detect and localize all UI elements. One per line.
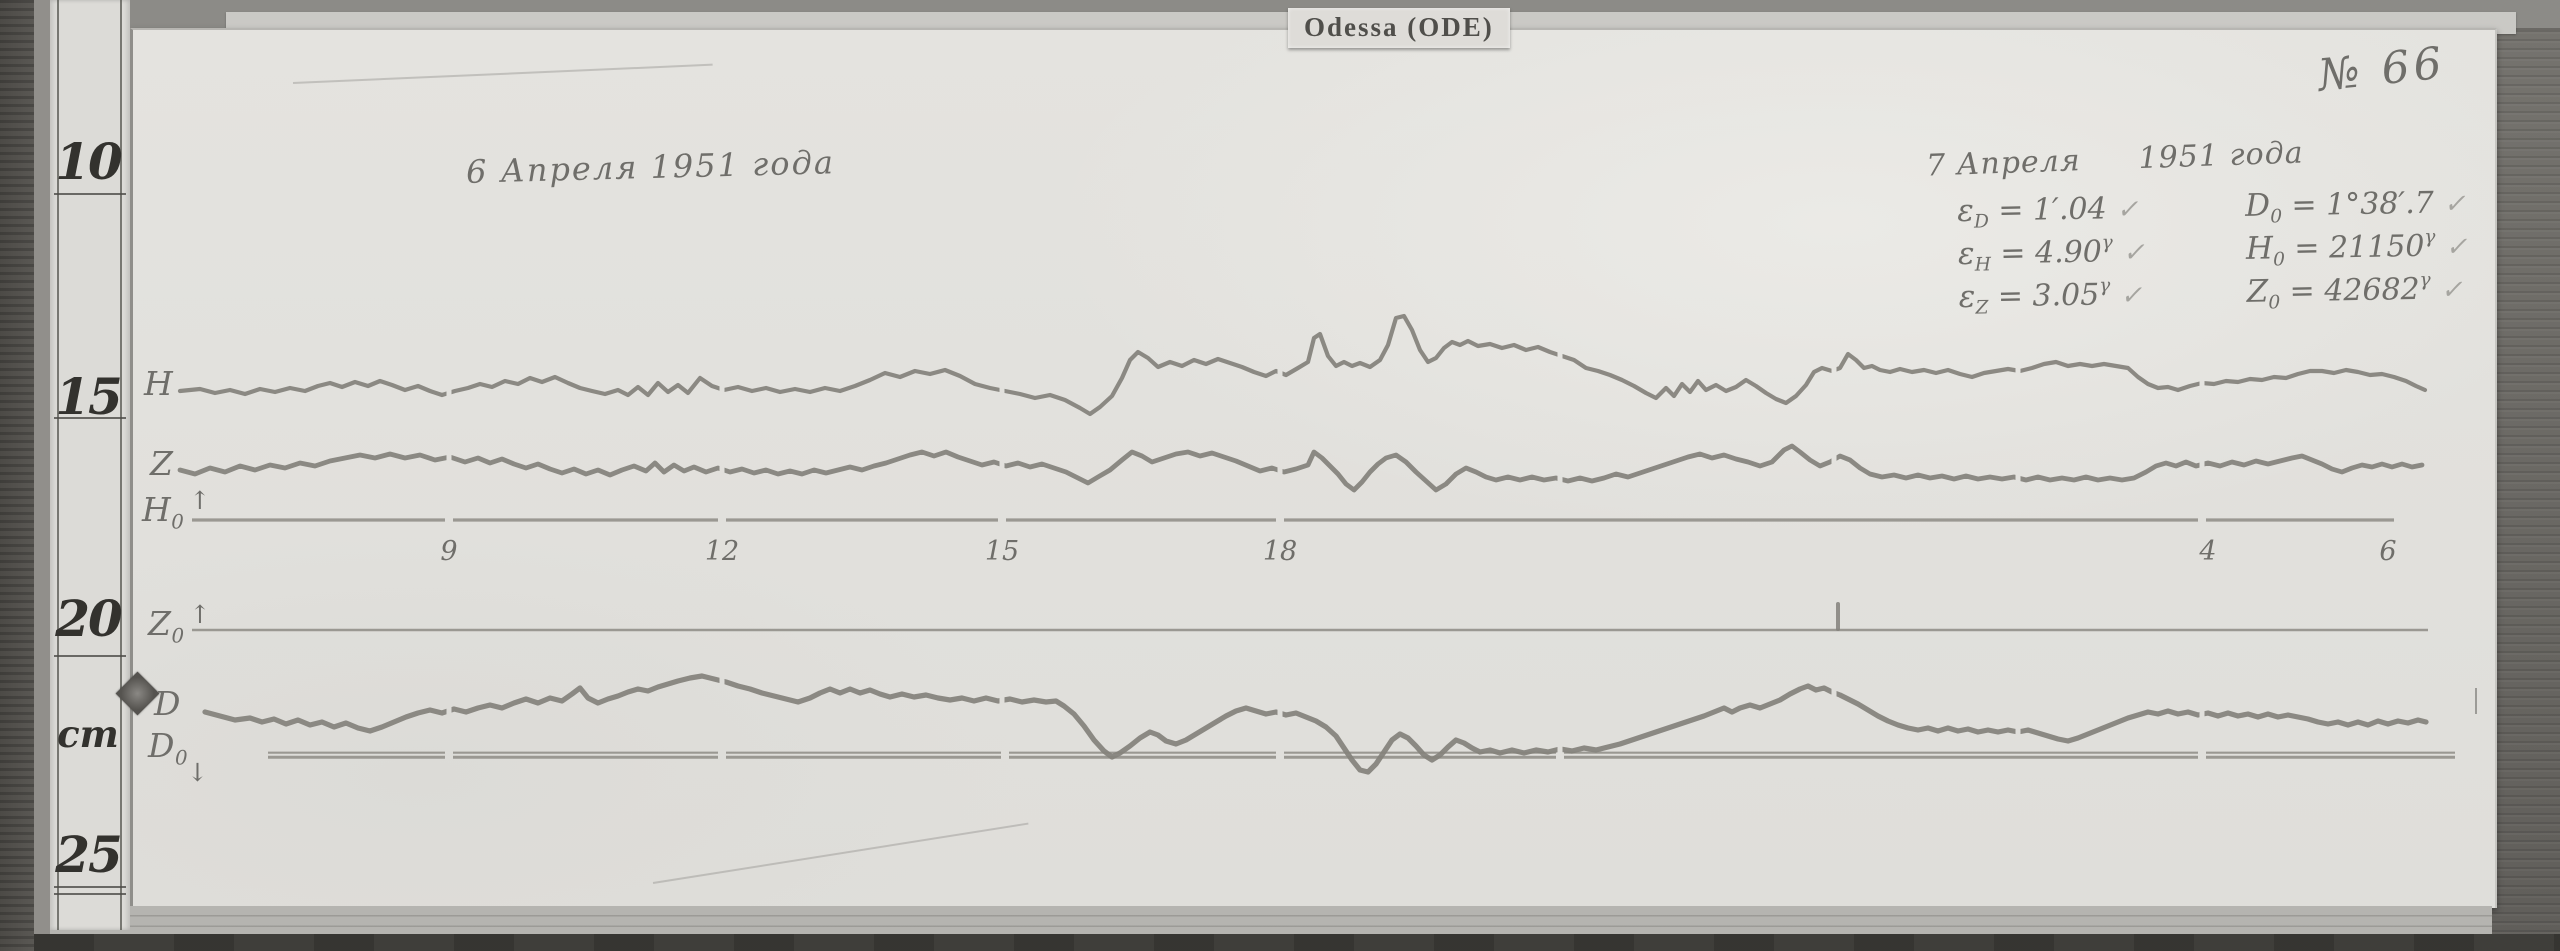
trace-label-D0: D0 ↓: [148, 726, 208, 787]
trace-label-D: D: [154, 684, 186, 728]
scale-value-row: εD = 1′.04 ✓: [1957, 189, 2210, 236]
trace-letter: Z: [150, 444, 174, 483]
symbol-sub: 0: [2272, 249, 2286, 271]
value-sup: γ: [2098, 275, 2111, 297]
equals: =: [1988, 192, 2034, 229]
down-arrow-icon: ↓: [187, 758, 209, 787]
symbol: H: [2245, 230, 2274, 267]
table-background-left: [0, 0, 34, 951]
symbol-sub: H: [1974, 254, 1992, 276]
value-sup: γ: [2424, 226, 2436, 248]
ruler-division-line: [54, 886, 126, 888]
equals: =: [2284, 230, 2330, 267]
calibration-values-block: εD = 1′.04 ✓ D0 = 1°38′.7 ✓ εH = 4.90γ ✓ H0…: [1957, 183, 2527, 322]
baseline-value-row: Z0 = 42682γ ✓: [2246, 269, 2527, 317]
table-background-bottom: [34, 934, 2560, 951]
ruler-mark-10: 10: [55, 132, 123, 191]
value-sup: γ: [2101, 232, 2113, 254]
trace-label-H: H: [144, 364, 178, 408]
check-mark: ✓: [2116, 194, 2139, 226]
baseline-value-row: D0 = 1°38′.7 ✓: [2245, 183, 2526, 231]
trace-label-Z: Z: [150, 444, 178, 488]
date-right-day: 7 Апреля: [1925, 143, 2082, 184]
ruler-strip: 10 15 20 25 cm: [50, 0, 160, 930]
trace-sub: 0: [171, 510, 185, 534]
symbol: ε: [1958, 278, 1976, 315]
ruler-mark-15: 15: [55, 367, 123, 426]
symbol: ε: [1956, 192, 1975, 229]
symbol: D: [2244, 187, 2271, 224]
value: 42682: [2323, 271, 2421, 309]
symbol-sub: 0: [2270, 206, 2283, 228]
equals: =: [2281, 187, 2327, 224]
symbol: ε: [1957, 235, 1975, 272]
symbol-sub: Z: [1975, 297, 1989, 319]
ruler-division-line: [54, 655, 126, 657]
up-arrow-icon: ↑: [189, 486, 211, 515]
ruler-unit-label: cm: [57, 712, 119, 756]
value-sup: γ: [2419, 269, 2431, 291]
check-mark: ✓: [2120, 280, 2143, 312]
ruler-mark-25: 25: [55, 825, 123, 884]
up-arrow-icon: ↑: [189, 600, 211, 629]
value: 1°38′.7: [2325, 185, 2435, 223]
value: 4.90: [2034, 234, 2103, 271]
equals: =: [1990, 235, 2036, 272]
date-right-year: 1951 года: [2137, 135, 2305, 177]
value: 1′.04: [2032, 191, 2107, 228]
trace-letter: D: [154, 684, 181, 723]
trace-letter: D: [148, 726, 175, 765]
ruler-division-line: [54, 893, 126, 895]
table-background-right: [2492, 30, 2560, 951]
trace-letter: Z: [148, 604, 172, 643]
baseline-value-row: H0 = 21150γ ✓: [2246, 226, 2527, 274]
ruler-stack-edge: [34, 0, 50, 934]
value: 3.05: [2032, 277, 2100, 314]
paper-crease: [652, 822, 1029, 884]
check-mark: ✓: [2440, 275, 2463, 306]
check-mark: ✓: [2445, 232, 2468, 263]
trace-letter: H: [144, 364, 174, 403]
trace-sub: 0: [171, 624, 185, 648]
trace-label-Z0: Z0↑: [148, 600, 211, 648]
trace-sub: 0: [174, 746, 189, 770]
scale-value-row: εH = 4.90γ ✓: [1958, 232, 2211, 279]
ruler-division-line: [54, 193, 126, 195]
check-mark: ✓: [2122, 237, 2146, 269]
ruler-mark-20: 20: [55, 589, 123, 648]
scale-value-row: εZ = 3.05γ ✓: [1958, 275, 2211, 322]
symbol-sub: D: [1973, 211, 1990, 233]
paper-scratch: [292, 63, 713, 84]
trace-letter: H: [142, 490, 172, 529]
symbol: Z: [2246, 273, 2269, 310]
equals: =: [1987, 278, 2033, 315]
value: 21150: [2328, 228, 2425, 266]
ruler-edge-line: [120, 0, 122, 930]
symbol-sub: 0: [2268, 292, 2281, 314]
trace-label-H0: H0↑: [142, 486, 211, 534]
check-mark: ✓: [2443, 189, 2466, 220]
lower-sheet-edge: [50, 906, 2492, 934]
equals: =: [2279, 273, 2325, 310]
station-label: Odessa (ODE): [1288, 8, 1510, 48]
ruler-division-line: [54, 417, 126, 419]
ruler-edge-line: [57, 0, 59, 930]
